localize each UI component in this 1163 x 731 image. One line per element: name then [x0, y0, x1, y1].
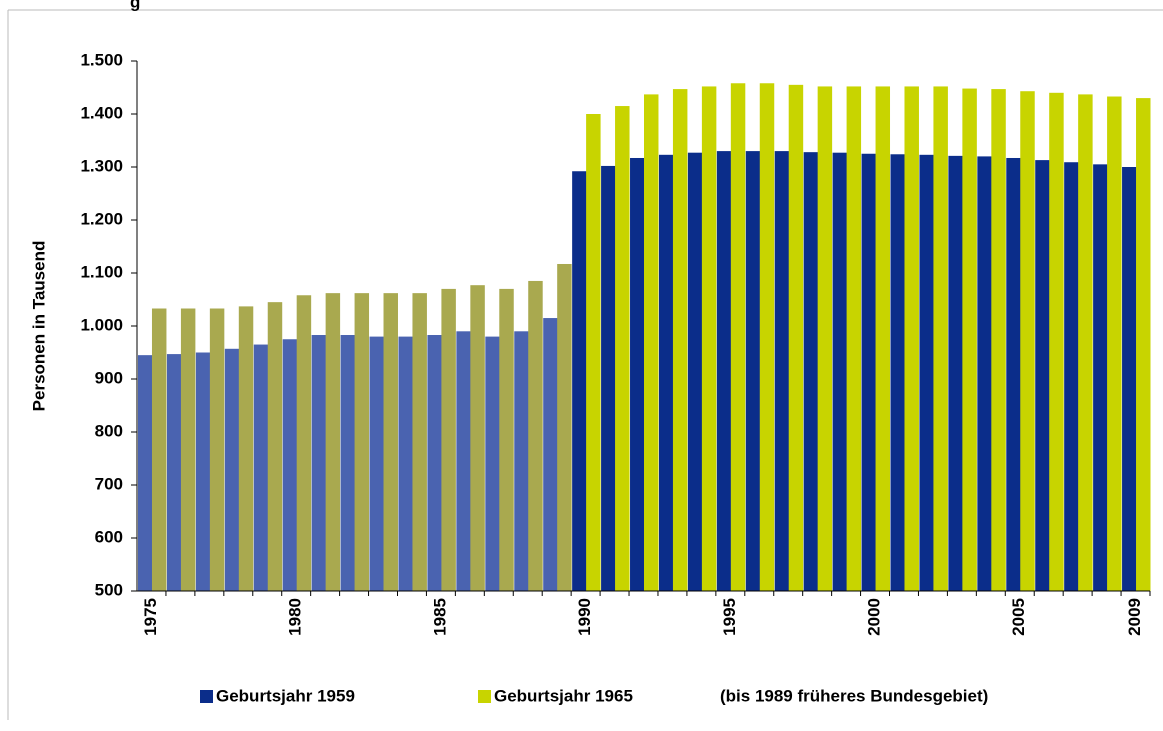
bar: [1006, 157, 1021, 592]
bar: [209, 308, 225, 591]
bar: [354, 293, 370, 591]
bar: [890, 154, 905, 591]
bar: [716, 151, 732, 591]
y-tick-label: 1.200: [80, 209, 123, 228]
bar: [499, 288, 514, 591]
bar: [774, 151, 790, 591]
legend-swatch: [200, 690, 213, 703]
bar: [151, 308, 167, 591]
note: (bis 1989 früheres Bundesgebiet): [720, 686, 988, 705]
bar: [1035, 160, 1050, 592]
bar: [904, 86, 919, 591]
bar: [253, 344, 269, 591]
bar: [817, 86, 833, 591]
bar: [601, 165, 616, 591]
bar: [398, 336, 413, 591]
bar: [296, 295, 312, 591]
y-tick-label: 1.300: [80, 156, 123, 175]
bar: [759, 83, 775, 591]
y-tick-label: 1.100: [80, 262, 123, 281]
bar: [630, 157, 645, 592]
bar: [340, 335, 356, 591]
bar: [282, 339, 298, 591]
bar: [412, 293, 427, 591]
x-tick-label: 2009: [1125, 598, 1144, 636]
y-tick-label: 500: [95, 580, 123, 599]
x-tick-label: 1975: [141, 598, 160, 636]
bar: [325, 293, 341, 591]
y-tick-label: 1.400: [80, 103, 123, 122]
bar: [701, 86, 717, 591]
bar: [615, 106, 630, 592]
bar: [1122, 167, 1137, 591]
bar: [861, 153, 877, 591]
bar: [166, 354, 182, 591]
y-tick-label: 600: [95, 527, 123, 546]
bar: [195, 352, 211, 591]
bar: [948, 155, 963, 591]
y-tick-label: 800: [95, 421, 123, 440]
bar: [875, 86, 891, 591]
bar: [224, 348, 240, 591]
bar: [485, 336, 500, 591]
y-tick-label: 700: [95, 474, 123, 493]
legend-swatch: [478, 690, 491, 703]
bar: [1049, 92, 1064, 592]
bar: [514, 331, 529, 591]
y-axis-title: Personen in Tausend: [29, 241, 48, 412]
x-tick-label: 2000: [865, 598, 884, 636]
bar: [383, 293, 398, 591]
x-tick-label: 1990: [575, 598, 594, 636]
bar: [138, 355, 153, 591]
bar: [369, 336, 385, 591]
bar: [311, 335, 327, 591]
bar: [803, 152, 819, 591]
bar: [687, 152, 703, 591]
x-tick-label: 1980: [286, 598, 305, 636]
bar: [977, 156, 992, 591]
bar: [441, 288, 456, 591]
bar: [572, 171, 587, 592]
bar: [238, 306, 254, 591]
legend-label: Geburtsjahr 1965: [494, 686, 633, 705]
legend-label: Geburtsjahr 1959: [216, 686, 355, 705]
bar: [528, 280, 543, 591]
bar: [1093, 164, 1108, 591]
bar: [832, 152, 848, 591]
bar: [1078, 94, 1093, 591]
bar: [267, 302, 283, 591]
bar: [427, 335, 442, 591]
x-tick-label: 1995: [720, 598, 739, 636]
chart-title: g: [130, 0, 140, 11]
bar: [730, 83, 746, 591]
bar: [788, 84, 804, 591]
bar: [470, 285, 485, 591]
bar: [557, 263, 572, 591]
x-tick-label: 2005: [1009, 598, 1028, 636]
bar: [456, 331, 471, 591]
bar: [1136, 98, 1151, 591]
bar: [745, 151, 761, 591]
bar: [672, 89, 688, 591]
bar: [1064, 162, 1079, 592]
bar: [1107, 96, 1122, 591]
bar: [846, 86, 862, 591]
bar: [658, 154, 674, 591]
x-tick-label: 1985: [430, 598, 449, 636]
y-tick-label: 900: [95, 368, 123, 387]
y-tick-label: 1.000: [80, 315, 123, 334]
bar: [933, 86, 948, 591]
bar: [962, 88, 977, 591]
bar: [644, 94, 659, 591]
y-tick-label: 1.500: [80, 50, 123, 69]
bar: [991, 89, 1006, 591]
bar: [543, 318, 558, 591]
bar: [1020, 91, 1035, 592]
bar: [919, 154, 934, 591]
bar: [586, 114, 601, 591]
bar: [180, 308, 196, 591]
